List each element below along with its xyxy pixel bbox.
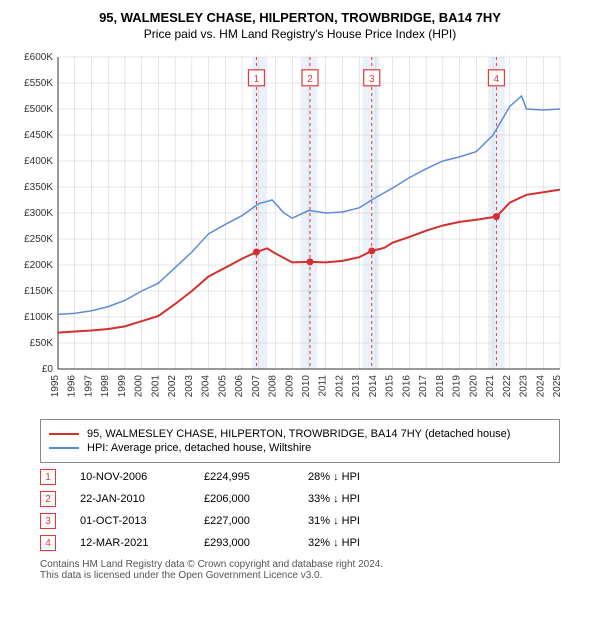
transaction-date: 01-OCT-2013 (80, 515, 180, 527)
legend-item: HPI: Average price, detached house, Wilt… (49, 442, 551, 454)
svg-text:£0: £0 (42, 364, 54, 375)
svg-text:2014: 2014 (368, 375, 379, 398)
legend-label: 95, WALMESLEY CHASE, HILPERTON, TROWBRID… (87, 428, 510, 440)
transaction-price: £293,000 (204, 537, 284, 549)
svg-text:4: 4 (494, 74, 500, 85)
legend-swatch (49, 447, 79, 449)
legend-label: HPI: Average price, detached house, Wilt… (87, 442, 311, 454)
svg-text:£350K: £350K (24, 182, 53, 193)
chart-title: 95, WALMESLEY CHASE, HILPERTON, TROWBRID… (10, 10, 590, 25)
svg-text:£200K: £200K (24, 260, 53, 271)
svg-text:1997: 1997 (83, 375, 94, 398)
transactions-table: 1 10-NOV-2006 £224,995 28% ↓ HPI 2 22-JAN-201… (40, 469, 560, 551)
svg-text:1996: 1996 (67, 375, 78, 398)
svg-text:1995: 1995 (50, 375, 61, 398)
transaction-marker: 2 (40, 491, 56, 507)
svg-text:2021: 2021 (485, 375, 496, 398)
transaction-marker: 3 (40, 513, 56, 529)
svg-text:2005: 2005 (217, 375, 228, 398)
svg-text:2025: 2025 (552, 375, 563, 398)
svg-text:2020: 2020 (468, 375, 479, 398)
svg-text:2024: 2024 (535, 375, 546, 398)
transaction-date: 22-JAN-2010 (80, 493, 180, 505)
footer-line2: This data is licensed under the Open Gov… (40, 570, 560, 581)
svg-text:£150K: £150K (24, 286, 53, 297)
svg-text:2022: 2022 (502, 375, 513, 398)
svg-text:2: 2 (307, 74, 313, 85)
svg-text:£500K: £500K (24, 104, 53, 115)
chart-subtitle: Price paid vs. HM Land Registry's House … (10, 27, 590, 41)
svg-text:£300K: £300K (24, 208, 53, 219)
svg-text:£250K: £250K (24, 234, 53, 245)
svg-text:2012: 2012 (334, 375, 345, 398)
chart-area: £0 £50K £100K £150K £200K £250K £300K £350K £400… (10, 49, 590, 409)
svg-text:2016: 2016 (401, 375, 412, 398)
svg-text:2002: 2002 (167, 375, 178, 398)
svg-text:2004: 2004 (201, 375, 212, 398)
svg-text:2009: 2009 (284, 375, 295, 398)
svg-text:2023: 2023 (519, 375, 530, 398)
footer-line1: Contains HM Land Registry data © Crown c… (40, 559, 560, 570)
svg-text:£100K: £100K (24, 312, 53, 323)
transaction-row: 3 01-OCT-2013 £227,000 31% ↓ HPI (40, 513, 560, 529)
svg-text:2017: 2017 (418, 375, 429, 398)
svg-text:£600K: £600K (24, 52, 53, 63)
legend: 95, WALMESLEY CHASE, HILPERTON, TROWBRID… (40, 419, 560, 463)
svg-text:3: 3 (369, 74, 375, 85)
svg-text:£450K: £450K (24, 130, 53, 141)
transaction-price: £224,995 (204, 471, 284, 483)
svg-text:1999: 1999 (117, 375, 128, 398)
legend-item: 95, WALMESLEY CHASE, HILPERTON, TROWBRID… (49, 428, 551, 440)
transaction-diff: 28% ↓ HPI (308, 471, 398, 483)
svg-text:£50K: £50K (30, 338, 54, 349)
svg-text:£550K: £550K (24, 78, 53, 89)
transaction-row: 2 22-JAN-2010 £206,000 33% ↓ HPI (40, 491, 560, 507)
transaction-date: 12-MAR-2021 (80, 537, 180, 549)
svg-text:1998: 1998 (100, 375, 111, 398)
transaction-diff: 31% ↓ HPI (308, 515, 398, 527)
svg-text:2015: 2015 (385, 375, 396, 398)
transaction-date: 10-NOV-2006 (80, 471, 180, 483)
transaction-row: 4 12-MAR-2021 £293,000 32% ↓ HPI (40, 535, 560, 551)
footer: Contains HM Land Registry data © Crown c… (40, 559, 560, 581)
svg-text:2011: 2011 (318, 375, 329, 397)
title-block: 95, WALMESLEY CHASE, HILPERTON, TROWBRID… (10, 10, 590, 41)
svg-text:2019: 2019 (452, 375, 463, 398)
svg-text:2007: 2007 (251, 375, 262, 398)
transaction-marker: 1 (40, 469, 56, 485)
transaction-row: 1 10-NOV-2006 £224,995 28% ↓ HPI (40, 469, 560, 485)
svg-text:2006: 2006 (234, 375, 245, 398)
transaction-diff: 33% ↓ HPI (308, 493, 398, 505)
transaction-marker: 4 (40, 535, 56, 551)
transaction-price: £227,000 (204, 515, 284, 527)
svg-text:2018: 2018 (435, 375, 446, 398)
svg-text:2010: 2010 (301, 375, 312, 398)
svg-text:2013: 2013 (351, 375, 362, 398)
transaction-diff: 32% ↓ HPI (308, 537, 398, 549)
line-chart: £0 £50K £100K £150K £200K £250K £300K £350K £400… (10, 49, 570, 409)
transaction-price: £206,000 (204, 493, 284, 505)
svg-text:2000: 2000 (134, 375, 145, 398)
svg-text:£400K: £400K (24, 156, 53, 167)
svg-text:2001: 2001 (150, 375, 161, 398)
legend-swatch (49, 433, 79, 435)
svg-text:2003: 2003 (184, 375, 195, 398)
svg-text:1: 1 (254, 74, 260, 85)
svg-text:2008: 2008 (268, 375, 279, 398)
